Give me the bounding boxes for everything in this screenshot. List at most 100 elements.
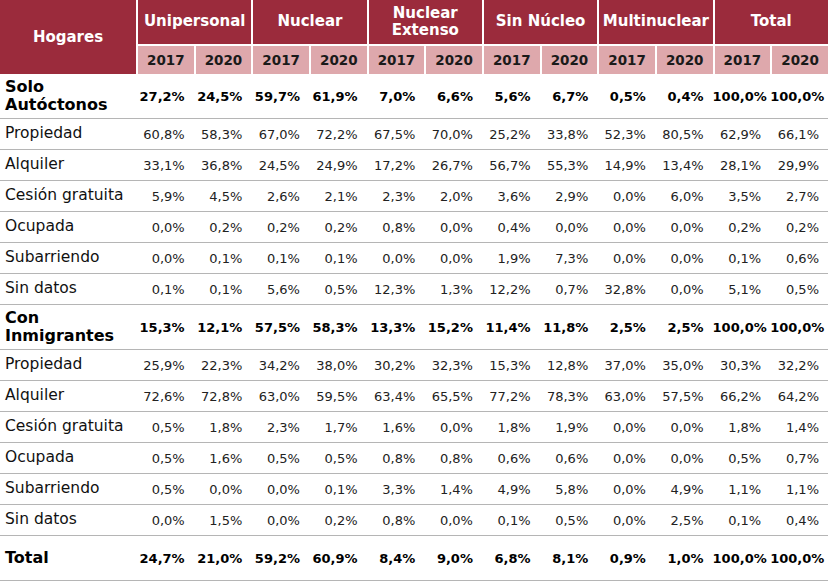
value-cell: 72,2% xyxy=(309,119,367,150)
value-cell: 21,0% xyxy=(194,536,252,581)
value-cell: 34,2% xyxy=(251,350,309,381)
value-cell: 0,1% xyxy=(482,505,540,536)
value-cell: 0,5% xyxy=(597,74,655,119)
value-cell: 32,2% xyxy=(770,350,828,381)
value-cell: 5,6% xyxy=(251,274,309,305)
year-header-cell: 2017 xyxy=(482,46,540,74)
table-row: Propiedad 60,8%58,3%67,0%72,2%67,5%70,0%… xyxy=(0,119,828,150)
value-cell: 1,4% xyxy=(770,412,828,443)
value-cell: 35,0% xyxy=(655,350,713,381)
value-cell: 24,5% xyxy=(251,150,309,181)
value-cell: 0,7% xyxy=(540,274,598,305)
value-cell: 52,3% xyxy=(597,119,655,150)
value-cell: 0,0% xyxy=(424,505,482,536)
value-cell: 57,5% xyxy=(655,381,713,412)
table-row: Solo Autóctonos 27,2%24,5%59,7%61,9%7,0%… xyxy=(0,74,828,119)
value-cell: 0,0% xyxy=(136,243,194,274)
row-label-cell: Alquiler xyxy=(0,381,136,412)
value-cell: 77,2% xyxy=(482,381,540,412)
value-cell: 0,0% xyxy=(597,505,655,536)
year-header-cell: 2017 xyxy=(136,46,194,74)
value-cell: 0,0% xyxy=(597,181,655,212)
value-cell: 0,1% xyxy=(309,474,367,505)
table-row: Subarriendo 0,5%0,0%0,0%0,1%3,3%1,4%4,9%… xyxy=(0,474,828,505)
value-cell: 5,6% xyxy=(482,74,540,119)
year-header-cell: 2020 xyxy=(540,46,598,74)
value-cell: 1,1% xyxy=(713,474,771,505)
value-cell: 12,1% xyxy=(194,305,252,350)
value-cell: 14,9% xyxy=(597,150,655,181)
value-cell: 60,8% xyxy=(136,119,194,150)
value-cell: 0,0% xyxy=(655,243,713,274)
value-cell: 0,6% xyxy=(770,243,828,274)
value-cell: 59,7% xyxy=(251,74,309,119)
group-header-unipersonal: Unipersonal xyxy=(136,0,251,46)
value-cell: 0,0% xyxy=(424,412,482,443)
table-row: Alquiler 33,1%36,8%24,5%24,9%17,2%26,7%5… xyxy=(0,150,828,181)
table-row: Ocupada 0,0%0,2%0,2%0,2%0,8%0,0%0,4%0,0%… xyxy=(0,212,828,243)
value-cell: 13,3% xyxy=(367,305,425,350)
value-cell: 0,0% xyxy=(540,212,598,243)
value-cell: 12,8% xyxy=(540,350,598,381)
table-row: Cesión gratuita 0,5%1,8%2,3%1,7%1,6%0,0%… xyxy=(0,412,828,443)
value-cell: 78,3% xyxy=(540,381,598,412)
value-cell: 56,7% xyxy=(482,150,540,181)
value-cell: 25,9% xyxy=(136,350,194,381)
value-cell: 0,2% xyxy=(309,212,367,243)
value-cell: 5,9% xyxy=(136,181,194,212)
value-cell: 100,0% xyxy=(713,305,771,350)
value-cell: 0,1% xyxy=(194,243,252,274)
value-cell: 0,5% xyxy=(770,274,828,305)
value-cell: 3,6% xyxy=(482,181,540,212)
value-cell: 12,3% xyxy=(367,274,425,305)
value-cell: 2,3% xyxy=(251,412,309,443)
value-cell: 67,0% xyxy=(251,119,309,150)
value-cell: 0,1% xyxy=(136,274,194,305)
value-cell: 0,5% xyxy=(713,443,771,474)
value-cell: 59,5% xyxy=(309,381,367,412)
value-cell: 28,1% xyxy=(713,150,771,181)
value-cell: 8,4% xyxy=(367,536,425,581)
value-cell: 0,2% xyxy=(194,212,252,243)
year-header-cell: 2017 xyxy=(713,46,771,74)
row-label-cell: Solo Autóctonos xyxy=(0,74,136,119)
value-cell: 2,6% xyxy=(251,181,309,212)
value-cell: 15,3% xyxy=(136,305,194,350)
value-cell: 38,0% xyxy=(309,350,367,381)
value-cell: 0,8% xyxy=(367,443,425,474)
value-cell: 3,3% xyxy=(367,474,425,505)
corner-header-cell: Hogares xyxy=(0,0,136,74)
value-cell: 30,3% xyxy=(713,350,771,381)
value-cell: 1,8% xyxy=(713,412,771,443)
value-cell: 59,2% xyxy=(251,536,309,581)
value-cell: 3,5% xyxy=(713,181,771,212)
group-header-total: Total xyxy=(713,0,828,46)
group-header-multinuclear: Multinuclear xyxy=(597,0,712,46)
value-cell: 32,8% xyxy=(597,274,655,305)
value-cell: 22,3% xyxy=(194,350,252,381)
group-header-nuclear: Nuclear xyxy=(251,0,366,46)
table-row: Subarriendo 0,0%0,1%0,1%0,1%0,0%0,0%1,9%… xyxy=(0,243,828,274)
value-cell: 2,3% xyxy=(367,181,425,212)
value-cell: 57,5% xyxy=(251,305,309,350)
value-cell: 0,2% xyxy=(713,212,771,243)
value-cell: 0,0% xyxy=(597,243,655,274)
value-cell: 0,6% xyxy=(540,443,598,474)
value-cell: 7,3% xyxy=(540,243,598,274)
value-cell: 0,0% xyxy=(655,412,713,443)
value-cell: 0,1% xyxy=(251,243,309,274)
row-label-cell: Sin datos xyxy=(0,505,136,536)
value-cell: 0,5% xyxy=(136,443,194,474)
value-cell: 1,9% xyxy=(482,243,540,274)
year-header-cell: 2020 xyxy=(194,46,252,74)
value-cell: 0,1% xyxy=(309,243,367,274)
year-header-cell: 2020 xyxy=(309,46,367,74)
year-header-cell: 2020 xyxy=(424,46,482,74)
value-cell: 0,1% xyxy=(194,274,252,305)
value-cell: 80,5% xyxy=(655,119,713,150)
row-label-cell: Cesión gratuita xyxy=(0,181,136,212)
value-cell: 2,5% xyxy=(597,305,655,350)
value-cell: 5,8% xyxy=(540,474,598,505)
value-cell: 2,1% xyxy=(309,181,367,212)
value-cell: 1,9% xyxy=(540,412,598,443)
